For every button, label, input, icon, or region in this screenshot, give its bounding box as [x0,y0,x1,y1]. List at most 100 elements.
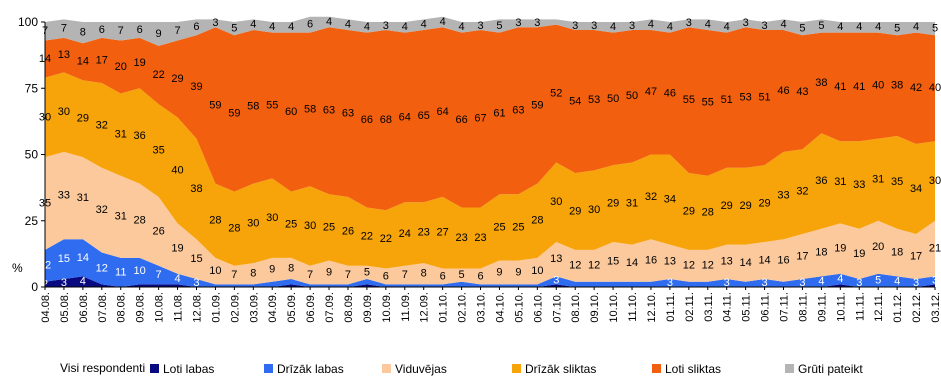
value-label: 3 [61,277,67,289]
legend-swatch [785,364,794,373]
value-label: 16 [777,254,789,266]
value-label: 68 [380,114,392,126]
value-label: 31 [834,176,846,188]
value-label: 34 [910,183,922,195]
value-label: 12 [96,262,108,274]
area [45,24,935,211]
value-label: 4 [667,21,673,33]
area [45,151,935,285]
value-label: 35 [152,144,164,156]
legend-label: Loti labas [163,362,214,376]
value-label: 4 [780,19,786,31]
value-label: 5 [894,23,900,35]
value-label: 3 [799,277,805,289]
value-label: 35 [891,176,903,188]
value-label: 14 [77,56,89,68]
value-label: 13 [550,253,562,265]
y-tick-label: 50 [25,148,39,162]
value-label: 16 [645,254,657,266]
value-label: 4 [818,276,824,288]
y-tick-label: 0 [31,280,38,294]
value-label: 4 [459,21,465,33]
x-tick-label: 10.08. [154,292,166,323]
value-label: 8 [421,268,427,280]
value-label: 14 [740,257,752,269]
x-tick-label: 04.08. [40,292,52,323]
value-label: 27 [437,227,449,239]
value-label: 41 [853,81,865,93]
value-label: 43 [796,86,808,98]
value-label: 29 [683,205,695,217]
value-label: 4 [856,21,862,33]
value-label: 13 [664,256,676,268]
value-label: 58 [304,103,316,115]
x-tick-label: 07.09. [324,292,336,323]
value-label: 42 [910,82,922,94]
x-tick-label: 12.11. [873,292,885,322]
legend-swatch [150,364,159,373]
value-label: 28 [531,215,543,227]
x-tick-label: 03.11. [703,292,715,322]
value-label: 30 [304,220,316,232]
x-tick-label: 07.08. [97,292,109,323]
value-label: 30 [929,175,941,187]
value-label: 29 [569,205,581,217]
value-label: 14 [626,257,638,269]
x-tick-label: 02.11. [684,292,696,322]
value-label: 15 [58,253,70,265]
value-label: 30 [266,212,278,224]
value-label: 33 [853,179,865,191]
value-label: 4 [913,21,919,33]
value-label: 51 [721,94,733,106]
value-label: 34 [664,193,676,205]
value-label: 17 [910,250,922,262]
value-label: 4 [894,276,900,288]
x-tick-label: 04.10. [494,292,506,323]
x-tick-label: 06.10. [532,292,544,323]
value-label: 4 [837,21,843,33]
value-label: 12 [683,260,695,272]
value-label: 20 [115,61,127,73]
value-label: 18 [815,246,827,258]
value-label: 7 [231,269,237,281]
area [45,276,935,287]
x-tick-label: 12.10. [646,292,658,323]
value-label: 63 [512,105,524,117]
value-label: 41 [834,81,846,93]
value-label: 55 [683,94,695,106]
value-label: 6 [383,270,389,282]
value-label: 3 [743,17,749,29]
area [45,16,935,46]
value-label: 22 [380,233,392,245]
value-label: 12 [588,260,600,272]
value-label: 4 [174,273,180,285]
value-label: 6 [477,270,483,282]
legend-label: Drīzāk sliktas [525,362,596,376]
value-label: 19 [834,242,846,254]
value-label: 10 [209,265,221,277]
x-tick-label: 11.09. [400,292,412,322]
x-tick-label: 10.11. [835,292,847,322]
x-tick-label: 08.09. [343,292,355,323]
x-tick-label: 04.11. [722,292,734,322]
value-label: 4 [724,21,730,33]
value-label: 38 [891,80,903,92]
x-tick-label: 04.09. [267,292,279,323]
value-label: 9 [326,266,332,278]
x-tick-label: 11.08. [173,292,185,322]
value-label: 4 [364,21,370,33]
x-tick-label: 01.11. [665,292,677,322]
value-label: 30 [58,106,70,118]
value-label: 3 [913,277,919,289]
value-label: 3 [212,17,218,29]
value-label: 8 [250,268,256,280]
value-label: 5 [496,20,502,32]
value-label: 4 [250,19,256,31]
value-label: 9 [156,28,162,40]
value-label: 31 [872,174,884,186]
value-label: 5 [459,269,465,281]
x-tick-label: 03.12. [930,292,941,323]
value-label: 4 [345,19,351,31]
value-label: 22 [152,69,164,81]
value-label: 63 [323,105,335,117]
